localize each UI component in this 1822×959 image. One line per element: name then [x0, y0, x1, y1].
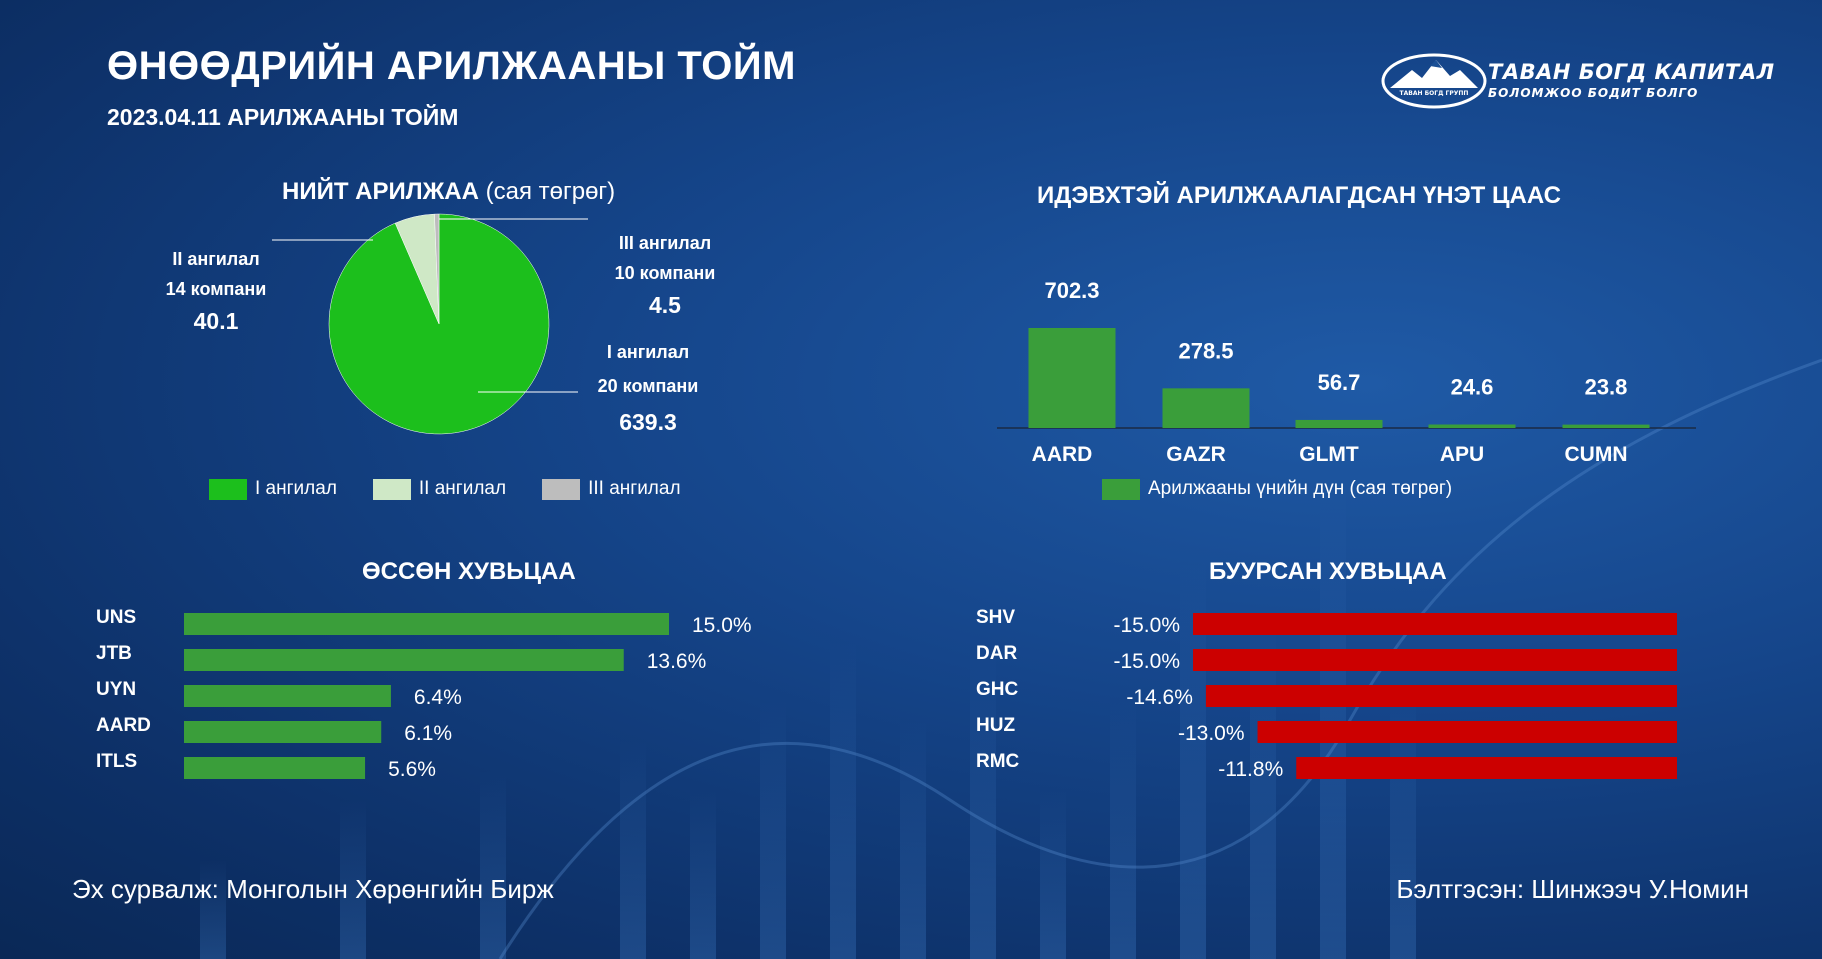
pie-label-i-value: 639.3	[619, 409, 677, 435]
gainer-ticker: UNS	[96, 607, 136, 628]
legend-swatch-iii	[542, 478, 581, 500]
logo-emblem-text: ТАВАН БОГД ГРУПП	[1399, 90, 1469, 97]
pie-chart-title: НИЙТ АРИЛЖАА (сая төгрөг)	[282, 178, 615, 206]
pie-title-text: НИЙТ АРИЛЖАА	[282, 178, 479, 205]
pie-title-unit: (сая төгрөг)	[485, 178, 616, 205]
pie-label-i: I ангилал 20 компани 639.3	[578, 337, 718, 439]
loser-ticker: GHC	[976, 679, 1019, 700]
bar-category-label: AARD	[1032, 443, 1093, 466]
page-title: ӨНӨӨДРИЙН АРИЛЖААНЫ ТОЙМ	[107, 44, 796, 88]
loser-value: -15.0%	[1113, 650, 1180, 673]
loser-value: -14.6%	[1126, 686, 1193, 709]
source-text: Эх сурвалж: Монголын Хөрөнгийн Бирж	[72, 874, 554, 904]
pie-label-iii-value: 4.5	[649, 292, 681, 318]
gainer-ticker: AARD	[96, 715, 151, 736]
pie-label-ii-value: 40.1	[193, 308, 239, 334]
author-text: Бэлтгэсэн: Шинжээч У.Номин	[1396, 874, 1749, 904]
pie-legend: I ангилал II ангилал III ангилал	[209, 478, 717, 500]
gainer-bar-UYN	[184, 685, 391, 707]
loser-bar-RMC	[1296, 757, 1677, 779]
bar-value-label: 56.7	[1318, 370, 1361, 395]
losers-title: БУУРСАН ХУВЬЦАА	[1209, 558, 1447, 585]
loser-value: -15.0%	[1113, 614, 1180, 637]
legend-item-i: I ангилал	[209, 478, 337, 500]
legend-item-ii: II ангилал	[372, 478, 507, 500]
bar-category-label: GAZR	[1166, 443, 1226, 466]
loser-bar-HUZ	[1257, 721, 1677, 743]
gainer-value: 5.6%	[388, 758, 436, 781]
bar-GLMT	[1295, 419, 1383, 428]
gainer-value: 13.6%	[647, 650, 707, 673]
mountain-icon	[1381, 53, 1487, 109]
legend-swatch-ii	[372, 478, 411, 500]
logo-name: ТАВАН БОГД КАПИТАЛ	[1488, 60, 1775, 84]
loser-ticker: RMC	[976, 751, 1020, 772]
pie-label-iii: III ангилал 10 компани 4.5	[600, 228, 730, 322]
bar-category-label: CUMN	[1565, 443, 1628, 466]
legend-swatch-i	[209, 478, 247, 500]
bar-CUMN	[1562, 424, 1650, 428]
bar-value-label: 24.6	[1451, 374, 1494, 399]
loser-ticker: HUZ	[976, 715, 1015, 736]
bar-GAZR	[1162, 388, 1250, 428]
bar-chart-legend: Арилжааны үнийн дүн (сая төгрөг)	[1102, 478, 1452, 500]
legend-item-iii: III ангилал	[542, 478, 681, 500]
pie-label-i-name: I ангилал	[606, 342, 690, 362]
gainer-value: 6.1%	[404, 722, 452, 745]
bar-value-label: 702.3	[1044, 278, 1099, 303]
pie-label-iii-companies: 10 компани	[614, 263, 716, 283]
pie-label-iii-name: III ангилал	[618, 233, 712, 253]
gainer-value: 6.4%	[414, 686, 462, 709]
bar-legend-label: Арилжааны үнийн дүн (сая төгрөг)	[1148, 478, 1453, 499]
bar-legend-swatch	[1102, 478, 1140, 500]
gainer-bar-AARD	[184, 721, 382, 743]
gainer-bar-ITLS	[184, 757, 366, 779]
bar-chart-title: ИДЭВХТЭЙ АРИЛЖААЛАГДСАН ҮНЭТ ЦААС	[1037, 182, 1561, 209]
legend-label-iii: III ангилал	[588, 478, 681, 499]
bar-value-label: 23.8	[1585, 375, 1628, 400]
gainer-value: 15.0%	[692, 614, 752, 637]
gainer-ticker: JTB	[96, 643, 132, 664]
bar-category-label: GLMT	[1299, 443, 1359, 466]
gainer-ticker: UYN	[96, 679, 136, 700]
bar-category-label: APU	[1440, 443, 1484, 466]
pie-label-ii-name: II ангилал	[172, 249, 260, 269]
gainer-bar-UNS	[184, 613, 669, 635]
bar-value-label: 278.5	[1178, 338, 1233, 363]
page-subtitle: 2023.04.11 АРИЛЖААНЫ ТОЙМ	[107, 104, 459, 130]
loser-ticker: SHV	[976, 607, 1015, 628]
legend-label-i: I ангилал	[255, 478, 337, 499]
gainer-ticker: ITLS	[96, 751, 137, 772]
company-logo: ТАВАН БОГД ГРУПП ТАВАН БОГД КАПИТАЛ БОЛО…	[1380, 52, 1774, 112]
loser-value: -11.8%	[1218, 758, 1283, 781]
pie-label-i-companies: 20 компани	[597, 376, 699, 396]
loser-ticker: DAR	[976, 643, 1017, 664]
loser-bar-DAR	[1193, 649, 1677, 671]
pie-label-ii-companies: 14 компани	[165, 279, 267, 299]
loser-bar-GHC	[1205, 685, 1677, 707]
legend-label-ii: II ангилал	[418, 478, 507, 499]
loser-value: -13.0%	[1178, 722, 1245, 745]
pie-label-ii: II ангилал 14 компани 40.1	[151, 244, 281, 338]
pie-slice-3	[434, 213, 440, 325]
gainers-title: ӨССӨН ХУВЬЦАА	[362, 558, 576, 585]
bar-APU	[1428, 424, 1516, 428]
bar-AARD	[1028, 328, 1116, 428]
gainer-bar-JTB	[184, 649, 624, 671]
logo-tagline: БОЛОМЖОО БОДИТ БОЛГО	[1488, 86, 1699, 100]
loser-bar-SHV	[1193, 613, 1677, 635]
